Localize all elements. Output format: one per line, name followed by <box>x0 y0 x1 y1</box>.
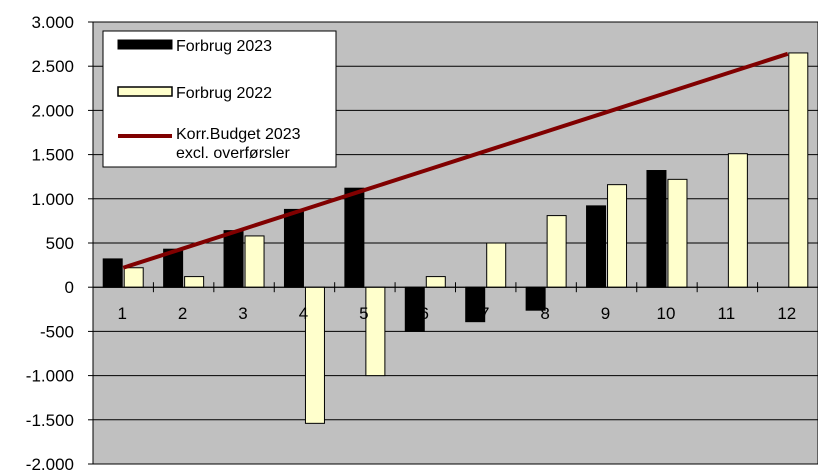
budget-line <box>122 51 789 270</box>
x-tick-label-10: 10 <box>656 304 675 323</box>
bar-forbrug-2022-8 <box>546 215 567 288</box>
bar-forbrug-2022-11 <box>727 153 748 288</box>
x-tick-label-3: 3 <box>238 304 247 323</box>
bar-forbrug-2023-9 <box>586 205 607 288</box>
x-tick-label-8: 8 <box>540 304 549 323</box>
y-tick-label: -1.500 <box>26 411 74 430</box>
x-tick-label-5: 5 <box>359 304 368 323</box>
bar-forbrug-2023-10 <box>646 170 667 288</box>
legend-label-korr-budget-line1: Korr.Budget 2023 <box>176 126 301 143</box>
x-tick-label-11: 11 <box>718 304 736 323</box>
y-tick-label: 2.000 <box>31 101 74 120</box>
x-tick-label-1: 1 <box>117 304 126 323</box>
bar-forbrug-2022-2 <box>184 276 205 288</box>
bar-forbrug-2023-3 <box>223 230 244 288</box>
bar-forbrug-2022-12 <box>788 52 809 288</box>
y-tick-label: 2.500 <box>31 57 74 76</box>
y-tick-label: 0 <box>65 278 74 297</box>
x-tick-label-6: 6 <box>420 304 429 323</box>
bar-forbrug-2022-3 <box>244 235 265 288</box>
legend: Forbrug 2023 Forbrug 2022 Korr.Budget 20… <box>102 30 337 168</box>
bar-forbrug-2022-10 <box>667 178 688 288</box>
x-tick-label-9: 9 <box>601 304 610 323</box>
x-axis-tick-labels: 1 2 3 4 5 6 7 8 9 10 11 12 <box>117 304 796 323</box>
y-tick-label: 3.000 <box>31 13 74 32</box>
y-tick-label: 1.500 <box>31 146 74 165</box>
y-tick-label: -2.000 <box>26 455 74 472</box>
bar-forbrug-2022-6 <box>425 276 446 288</box>
legend-box <box>102 30 337 168</box>
y-axis-tick-labels: 3.000 2.500 2.000 1.500 1.000 500 0 -500 -1.000 -… <box>26 13 74 472</box>
axes <box>88 21 818 465</box>
x-tick-label-12: 12 <box>777 304 796 323</box>
bar-forbrug-2022-7 <box>486 242 507 288</box>
y-tick-label: -1.000 <box>26 367 74 386</box>
bar-forbrug-2022-4 <box>304 286 325 424</box>
bar-forbrug-2023-1 <box>102 258 123 288</box>
x-tick-label-7: 7 <box>480 304 489 323</box>
bar-forbrug-2022-9 <box>607 184 628 288</box>
y-tick-label: 500 <box>46 234 74 253</box>
legend-swatch-forbrug-2022 <box>117 86 173 97</box>
bar-forbrug-2022-5 <box>365 286 386 377</box>
legend-label-korr-budget-line2: excl. overførsler <box>176 145 290 162</box>
legend-swatch-forbrug-2023 <box>117 39 173 50</box>
x-tick-label-2: 2 <box>178 304 187 323</box>
legend-label-forbrug-2023: Forbrug 2023 <box>176 38 272 55</box>
x-tick-label-4: 4 <box>299 304 308 323</box>
bar-forbrug-2023-4 <box>283 208 304 288</box>
y-tick-label: -500 <box>40 322 74 341</box>
korr-budget-2023-line <box>122 51 789 270</box>
bars <box>102 52 809 424</box>
legend-label-forbrug-2022: Forbrug 2022 <box>176 85 272 102</box>
bar-forbrug-2022-1 <box>123 267 144 288</box>
bar-forbrug-2023-5 <box>344 187 365 288</box>
y-tick-label: 1.000 <box>31 190 74 209</box>
